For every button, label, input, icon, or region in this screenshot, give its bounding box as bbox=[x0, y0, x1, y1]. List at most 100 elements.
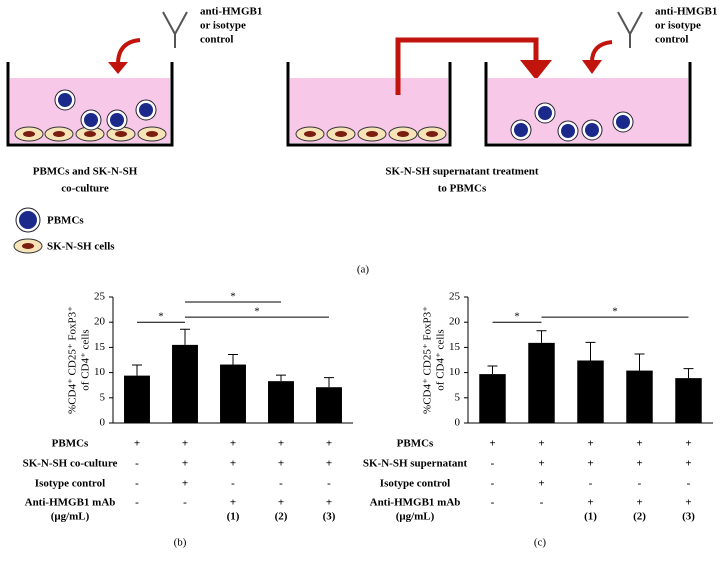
well bbox=[6, 62, 174, 147]
row-cell: + bbox=[326, 458, 332, 470]
row-cell: + bbox=[489, 438, 495, 450]
caption: to PBMCs bbox=[438, 183, 487, 195]
row-cell: - bbox=[491, 478, 495, 490]
row-cell: - bbox=[687, 478, 691, 490]
error-bar bbox=[585, 341, 596, 361]
row-label: Isotype control bbox=[35, 478, 105, 490]
y-tick-label: 10 bbox=[94, 366, 106, 378]
row-cell: + bbox=[230, 458, 236, 470]
y-tick-label: 5 bbox=[455, 391, 461, 403]
y-tick-label: 20 bbox=[94, 316, 106, 328]
row-cell: - bbox=[589, 478, 593, 490]
row-label: PBMCs bbox=[397, 438, 434, 450]
arrow-head bbox=[108, 62, 128, 74]
bar bbox=[626, 370, 653, 423]
significance-label: * bbox=[514, 311, 520, 323]
row-cell: - bbox=[135, 497, 139, 509]
antibody-label: or isotype bbox=[200, 20, 246, 32]
row-label: SK-N-SH supernatant bbox=[363, 458, 468, 470]
row-cell: - bbox=[491, 497, 495, 509]
dose-label: (3) bbox=[682, 511, 695, 523]
dose-label: (2) bbox=[275, 511, 288, 523]
row-cell: - bbox=[279, 478, 283, 490]
row-cell: + bbox=[636, 497, 642, 509]
row-label: (μg/mL) bbox=[51, 511, 90, 523]
panel-label: (a) bbox=[357, 264, 370, 276]
row-cell: - bbox=[327, 478, 331, 490]
well bbox=[484, 62, 692, 147]
error-bar bbox=[180, 328, 190, 345]
error-bar bbox=[634, 353, 645, 371]
bar bbox=[316, 387, 342, 423]
panel-label: (b) bbox=[174, 537, 187, 549]
pbmcs bbox=[54, 89, 157, 131]
significance-label: * bbox=[612, 306, 618, 318]
row-cell: + bbox=[326, 438, 332, 450]
legend-icon bbox=[22, 243, 34, 249]
transfer-arrow bbox=[395, 37, 539, 95]
y-tick-label: 5 bbox=[100, 391, 106, 403]
bar bbox=[577, 360, 604, 423]
error-bar bbox=[132, 364, 142, 376]
bar bbox=[124, 375, 150, 423]
y-axis-label: of CD4⁺ cells bbox=[80, 329, 92, 390]
arrow bbox=[590, 40, 613, 63]
legend-label: PBMCs bbox=[47, 215, 84, 227]
bar bbox=[675, 378, 702, 423]
row-cell: + bbox=[538, 478, 544, 490]
y-axis-label: %CD4⁺ CD25⁺ FoxP3⁺ bbox=[422, 306, 434, 414]
y-tick-label: 15 bbox=[449, 341, 461, 353]
row-cell: + bbox=[636, 438, 642, 450]
row-cell: + bbox=[636, 458, 642, 470]
row-cell: + bbox=[278, 438, 284, 450]
row-label: Anti-HMGB1 mAb bbox=[25, 497, 116, 509]
y-tick-label: 20 bbox=[449, 316, 461, 328]
error-bar bbox=[487, 365, 498, 375]
y-axis-label: %CD4⁺ CD25⁺ FoxP3⁺ bbox=[67, 306, 79, 414]
row-cell: + bbox=[182, 478, 188, 490]
row-cell: + bbox=[587, 497, 593, 509]
antibody-label: or isotype bbox=[655, 20, 701, 32]
y-tick-label: 25 bbox=[449, 291, 461, 303]
y-tick-label: 10 bbox=[449, 366, 461, 378]
row-cell: + bbox=[685, 497, 691, 509]
row-cell: + bbox=[587, 458, 593, 470]
nuclei bbox=[304, 131, 438, 137]
row-label: SK-N-SH co-culture bbox=[23, 458, 118, 470]
antibody bbox=[617, 11, 643, 48]
antibody-label: anti-HMGB1 bbox=[655, 6, 717, 18]
dose-label: (3) bbox=[323, 511, 336, 523]
bar bbox=[479, 374, 506, 423]
row-cell: - bbox=[135, 478, 139, 490]
row-label: Isotype control bbox=[380, 478, 450, 490]
error-bar bbox=[276, 374, 286, 382]
dose-label: (2) bbox=[633, 511, 646, 523]
row-cell: + bbox=[278, 458, 284, 470]
legend-label: SK-N-SH cells bbox=[47, 241, 115, 253]
antibody-label: control bbox=[655, 34, 688, 46]
row-cell: + bbox=[230, 438, 236, 450]
row-label: Anti-HMGB1 mAb bbox=[370, 497, 461, 509]
arrow bbox=[116, 38, 141, 65]
row-cell: + bbox=[134, 438, 140, 450]
row-cell: + bbox=[587, 438, 593, 450]
nuclei bbox=[23, 131, 158, 137]
pbmcs bbox=[510, 102, 634, 142]
row-cell: + bbox=[182, 438, 188, 450]
legend-icon bbox=[19, 211, 37, 229]
row-label: (μg/mL) bbox=[396, 511, 435, 523]
dose-label: (1) bbox=[227, 511, 240, 523]
antibody bbox=[162, 11, 188, 48]
row-cell: + bbox=[538, 438, 544, 450]
panel-label: (c) bbox=[534, 537, 547, 549]
caption: PBMCs and SK-N-SH bbox=[33, 166, 138, 178]
caption: co-culture bbox=[61, 183, 109, 195]
row-cell: + bbox=[278, 497, 284, 509]
y-tick-label: 15 bbox=[94, 341, 106, 353]
row-cell: - bbox=[183, 497, 187, 509]
error-bar bbox=[324, 377, 334, 388]
y-tick-label: 0 bbox=[455, 417, 461, 429]
row-cell: + bbox=[685, 458, 691, 470]
significance-label: * bbox=[254, 306, 260, 318]
row-cell: - bbox=[540, 497, 544, 509]
